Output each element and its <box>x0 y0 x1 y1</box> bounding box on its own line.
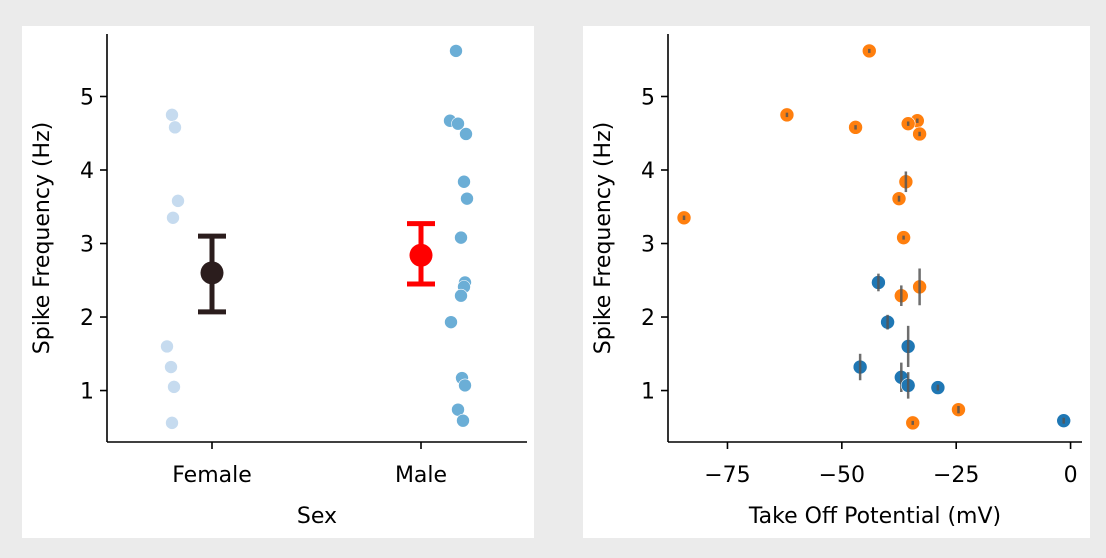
left-data-point <box>459 127 473 141</box>
right-axes: 1 2 3 4 5 −75 −50 −25 0 <box>641 34 1082 488</box>
left-marks <box>160 44 474 430</box>
left-data-point <box>167 380 181 394</box>
right-y-axis-label: Spike Frequency (Hz) <box>591 122 616 354</box>
right-y-tick-label: 4 <box>641 159 655 184</box>
left-data-point <box>454 230 468 245</box>
right-y-tick-label: 1 <box>641 380 655 405</box>
right-y-tick-label: 2 <box>641 306 655 331</box>
left-x-tick-label: Female <box>172 463 252 488</box>
right-chart-panel: 1 2 3 4 5 −75 −50 −25 0 Take Off Potential (mV) … <box>583 26 1090 538</box>
left-data-point <box>457 174 471 189</box>
left-data-point <box>165 416 179 430</box>
left-data-point <box>449 44 463 58</box>
left-data-point <box>458 378 472 393</box>
left-data-point <box>171 194 185 208</box>
left-data-point <box>460 191 474 206</box>
left-data-point <box>168 120 182 135</box>
left-data-point <box>454 288 468 303</box>
right-marks <box>676 43 1072 431</box>
right-x-axis-label: Take Off Potential (mV) <box>748 504 1001 529</box>
left-y-tick-label: 4 <box>80 159 94 184</box>
left-data-point <box>444 315 458 329</box>
right-x-tick-label: −75 <box>704 463 750 488</box>
left-y-tick-label: 2 <box>80 306 94 331</box>
right-x-tick-label: −25 <box>933 463 979 488</box>
left-mean-marker <box>200 261 224 285</box>
right-x-tick-label: −50 <box>819 463 865 488</box>
right-x-tick-label: 0 <box>1064 463 1078 488</box>
left-data-point <box>164 360 178 374</box>
left-x-axis-label: Sex <box>297 504 337 529</box>
right-y-tick-label: 5 <box>641 85 655 110</box>
left-y-tick-label: 1 <box>80 380 94 405</box>
left-y-axis-label: Spike Frequency (Hz) <box>30 122 55 354</box>
left-data-point <box>166 210 180 225</box>
left-data-point <box>165 108 179 122</box>
left-data-point <box>451 116 465 131</box>
left-mean-marker <box>409 243 433 267</box>
left-data-point <box>160 339 174 354</box>
right-y-tick-label: 3 <box>641 233 655 258</box>
left-y-tick-label: 5 <box>80 85 94 110</box>
sex-vs-spike-frequency-chart: 1 2 3 4 5 Female Male Sex Spike Frequency (Hz) <box>30 34 527 529</box>
left-y-tick-label: 3 <box>80 233 94 258</box>
left-x-tick-label: Male <box>395 463 447 488</box>
left-data-point <box>456 413 470 428</box>
left-axes: 1 2 3 4 5 Female Male <box>80 34 527 488</box>
left-chart-panel: 1 2 3 4 5 Female Male Sex Spike Frequency (Hz) <box>22 26 534 538</box>
